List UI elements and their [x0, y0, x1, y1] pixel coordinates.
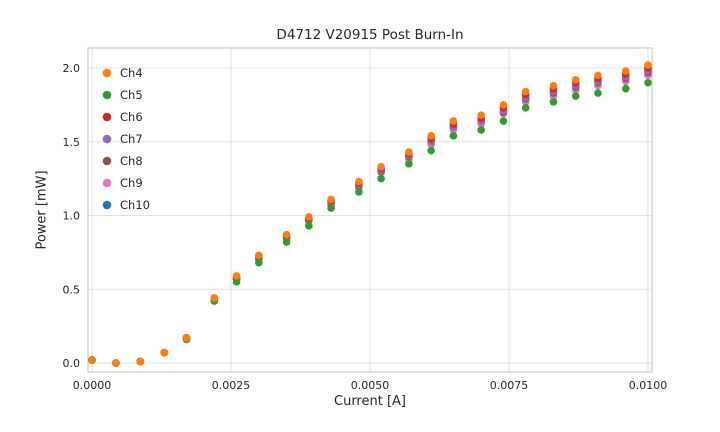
scatter-point	[621, 84, 630, 93]
scatter-point	[355, 188, 363, 196]
y-tick-label: 1.5	[63, 136, 81, 149]
legend-marker	[102, 156, 112, 166]
scatter-point	[449, 117, 458, 125]
scatter-point	[521, 87, 530, 96]
scatter-point	[232, 272, 241, 280]
scatter-point	[254, 251, 263, 260]
chart-title: D4712 V20915 Post Burn-In	[276, 27, 464, 43]
y-tick-label: 0.5	[63, 283, 81, 296]
x-tick-label: 0.0000	[73, 379, 112, 392]
legend-marker	[102, 134, 112, 144]
scatter-point	[644, 61, 652, 69]
scatter-point	[232, 278, 241, 286]
scatter-point	[571, 76, 580, 84]
scatter-point	[499, 117, 508, 125]
scatter-point	[254, 258, 263, 267]
y-tick-label: 1.0	[63, 210, 81, 223]
legend-label: Ch7	[120, 132, 143, 146]
scatter-point	[449, 132, 458, 140]
plot-border	[87, 47, 653, 373]
scatter-point	[377, 163, 385, 171]
legend-marker	[102, 200, 112, 210]
x-tick-label: 0.0100	[629, 379, 668, 392]
scatter-point	[549, 98, 558, 106]
scatter-point	[477, 111, 486, 119]
scatter-point	[282, 238, 291, 246]
scatter-point	[377, 174, 385, 183]
y-tick-label: 2.0	[63, 62, 81, 75]
legend-label: Ch8	[120, 154, 143, 168]
scatter-point	[477, 126, 486, 134]
scatter-point	[282, 230, 291, 239]
scatter-point	[355, 177, 363, 186]
scatter-point	[112, 359, 120, 367]
legend-marker	[102, 178, 112, 188]
x-tick-label: 0.0050	[351, 379, 390, 392]
legend-marker	[102, 68, 112, 78]
legend-label: Ch10	[120, 198, 150, 212]
scatter-point	[549, 81, 558, 90]
scatter-point	[405, 148, 413, 156]
scatter-point	[327, 195, 335, 204]
legend-label: Ch9	[120, 176, 143, 190]
legend-marker	[102, 112, 112, 122]
legend-label: Ch6	[120, 110, 143, 124]
scatter-point	[160, 348, 169, 357]
scatter-point	[305, 222, 313, 230]
legend-marker	[102, 90, 112, 100]
legend-label: Ch4	[120, 66, 143, 80]
scatter-point	[499, 101, 508, 109]
scatter-point	[210, 294, 219, 302]
y-axis-label: Power [mW]	[34, 170, 50, 250]
scatter-point	[88, 356, 96, 364]
scatter-point	[305, 213, 313, 221]
scatter-point	[327, 204, 335, 212]
scatter-point	[427, 132, 435, 140]
y-tick-label: 0.0	[63, 357, 81, 370]
scatter-point	[644, 78, 652, 87]
x-tick-label: 0.0025	[212, 379, 251, 392]
scatter-point	[136, 357, 145, 366]
scatter-point	[594, 89, 602, 97]
scatter-point	[594, 71, 602, 80]
scatter-point	[182, 334, 191, 342]
scatter-point	[521, 104, 530, 112]
scatter-point	[405, 160, 413, 168]
x-axis-label: Current [A]	[334, 394, 406, 409]
scatter-point	[571, 92, 580, 100]
scatter-point	[621, 67, 630, 75]
legend-label: Ch5	[120, 88, 143, 102]
scatter-point	[427, 146, 435, 155]
x-tick-label: 0.0075	[490, 379, 529, 392]
